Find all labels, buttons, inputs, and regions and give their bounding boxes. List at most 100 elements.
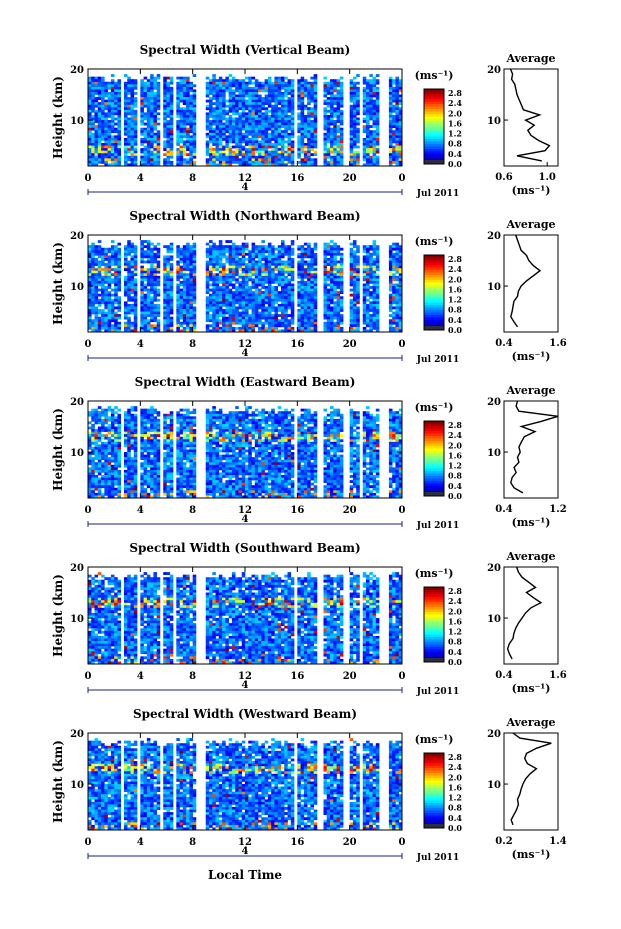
heatmap-cell — [114, 301, 118, 305]
heatmap-cell — [349, 278, 354, 282]
heatmap-cell — [264, 84, 269, 88]
heatmap-cell — [101, 278, 105, 282]
heatmap-cell — [156, 270, 161, 274]
heatmap-cell — [117, 278, 122, 282]
heatmap-cell — [290, 311, 295, 315]
heatmap-cell — [97, 143, 102, 146]
heatmap-cell — [127, 97, 131, 100]
heatmap-cell — [352, 160, 357, 164]
heatmap-cell — [209, 303, 213, 307]
heatmap-cell — [323, 250, 328, 254]
heatmap-cell — [307, 122, 311, 126]
heatmap-cell — [225, 255, 229, 259]
heatmap-cell — [218, 145, 223, 149]
heatmap-cell — [133, 321, 138, 325]
heatmap-cell — [146, 99, 151, 103]
heatmap-cell — [352, 94, 357, 98]
heatmap-cell — [235, 112, 239, 116]
heatmap-cell — [212, 102, 216, 106]
heatmap-cell — [127, 109, 131, 113]
heatmap-cell — [146, 288, 151, 292]
heatmap-cell — [235, 117, 239, 121]
heatmap-cell — [356, 286, 360, 289]
heatmap-cell — [189, 117, 193, 121]
heatmap-cell — [235, 89, 239, 93]
heatmap-cell — [267, 319, 272, 323]
heatmap-cell — [267, 145, 272, 149]
heatmap-cell — [349, 99, 354, 103]
heatmap-cell — [212, 306, 216, 310]
heatmap-cell — [238, 329, 243, 333]
heatmap-cell — [330, 135, 334, 139]
heatmap-cell — [166, 291, 171, 295]
heatmap-cell — [330, 245, 334, 249]
heatmap-cell — [222, 263, 226, 266]
heatmap-cell — [330, 268, 334, 272]
heatmap-cell — [225, 321, 229, 325]
heatmap-cell — [313, 163, 318, 167]
heatmap-cell — [290, 314, 295, 317]
heatmap-cell — [284, 140, 288, 144]
heatmap-cell — [212, 137, 216, 141]
heatmap-cell — [192, 84, 197, 88]
heatmap-cell — [274, 104, 279, 108]
heatmap-cell — [248, 102, 252, 106]
heatmap-cell — [307, 117, 311, 121]
heatmap-cell — [166, 324, 171, 328]
heatmap-cell — [91, 127, 95, 131]
heatmap-cell — [310, 120, 314, 123]
heatmap-cell — [388, 143, 393, 146]
heatmap-cell — [356, 265, 360, 269]
heatmap-cell — [300, 109, 305, 113]
heatmap-cell — [189, 125, 193, 129]
heatmap-cell — [146, 122, 151, 126]
heatmap-cell — [94, 125, 99, 129]
heatmap-cell — [372, 263, 377, 266]
heatmap-cell — [104, 81, 108, 85]
heatmap-cell — [366, 112, 370, 116]
heatmap-cell — [356, 127, 360, 131]
heatmap-cell — [307, 273, 311, 277]
heatmap-cell — [140, 314, 144, 317]
heatmap-cell — [254, 278, 259, 282]
heatmap-cell — [101, 84, 105, 88]
heatmap-cell — [303, 321, 308, 325]
heatmap-cell — [339, 158, 344, 162]
heatmap-cell — [94, 280, 99, 284]
heatmap-cell — [166, 120, 171, 123]
heatmap-cell — [297, 117, 301, 121]
heatmap-cell — [101, 76, 105, 80]
heatmap-cell — [91, 250, 95, 254]
heatmap-cell — [307, 163, 311, 167]
heatmap-cell — [369, 260, 373, 264]
heatmap-cell — [362, 150, 367, 154]
heatmap-cell — [88, 306, 92, 310]
heatmap-cell — [130, 104, 135, 108]
heatmap-cell — [166, 160, 171, 164]
heatmap-cell — [395, 130, 400, 134]
heatmap-cell — [104, 316, 108, 320]
heatmap-cell — [192, 309, 197, 312]
heatmap-cell — [333, 296, 337, 300]
heatmap-cell — [313, 120, 318, 123]
heatmap-cell — [117, 326, 122, 330]
heatmap-cell — [366, 273, 370, 277]
heatmap-cell — [287, 160, 292, 164]
heatmap-cell — [326, 155, 331, 159]
heatmap-cell — [356, 97, 360, 100]
heatmap-cell — [303, 81, 308, 85]
heatmap-cell — [218, 76, 223, 80]
heatmap-cell — [176, 286, 180, 289]
heatmap-cell — [375, 148, 380, 151]
heatmap-cell — [205, 122, 210, 126]
heatmap-cell — [369, 114, 373, 118]
heatmap-cell — [146, 240, 151, 243]
heatmap-cell — [231, 291, 236, 295]
heatmap-cell — [140, 150, 144, 154]
heatmap-cell — [323, 132, 328, 136]
heatmap-cell — [205, 275, 210, 279]
colorbar-tick-label: 2.0 — [448, 108, 462, 118]
heatmap-cell — [101, 99, 105, 103]
heatmap-cell — [186, 278, 190, 282]
heatmap-cell — [228, 255, 233, 259]
